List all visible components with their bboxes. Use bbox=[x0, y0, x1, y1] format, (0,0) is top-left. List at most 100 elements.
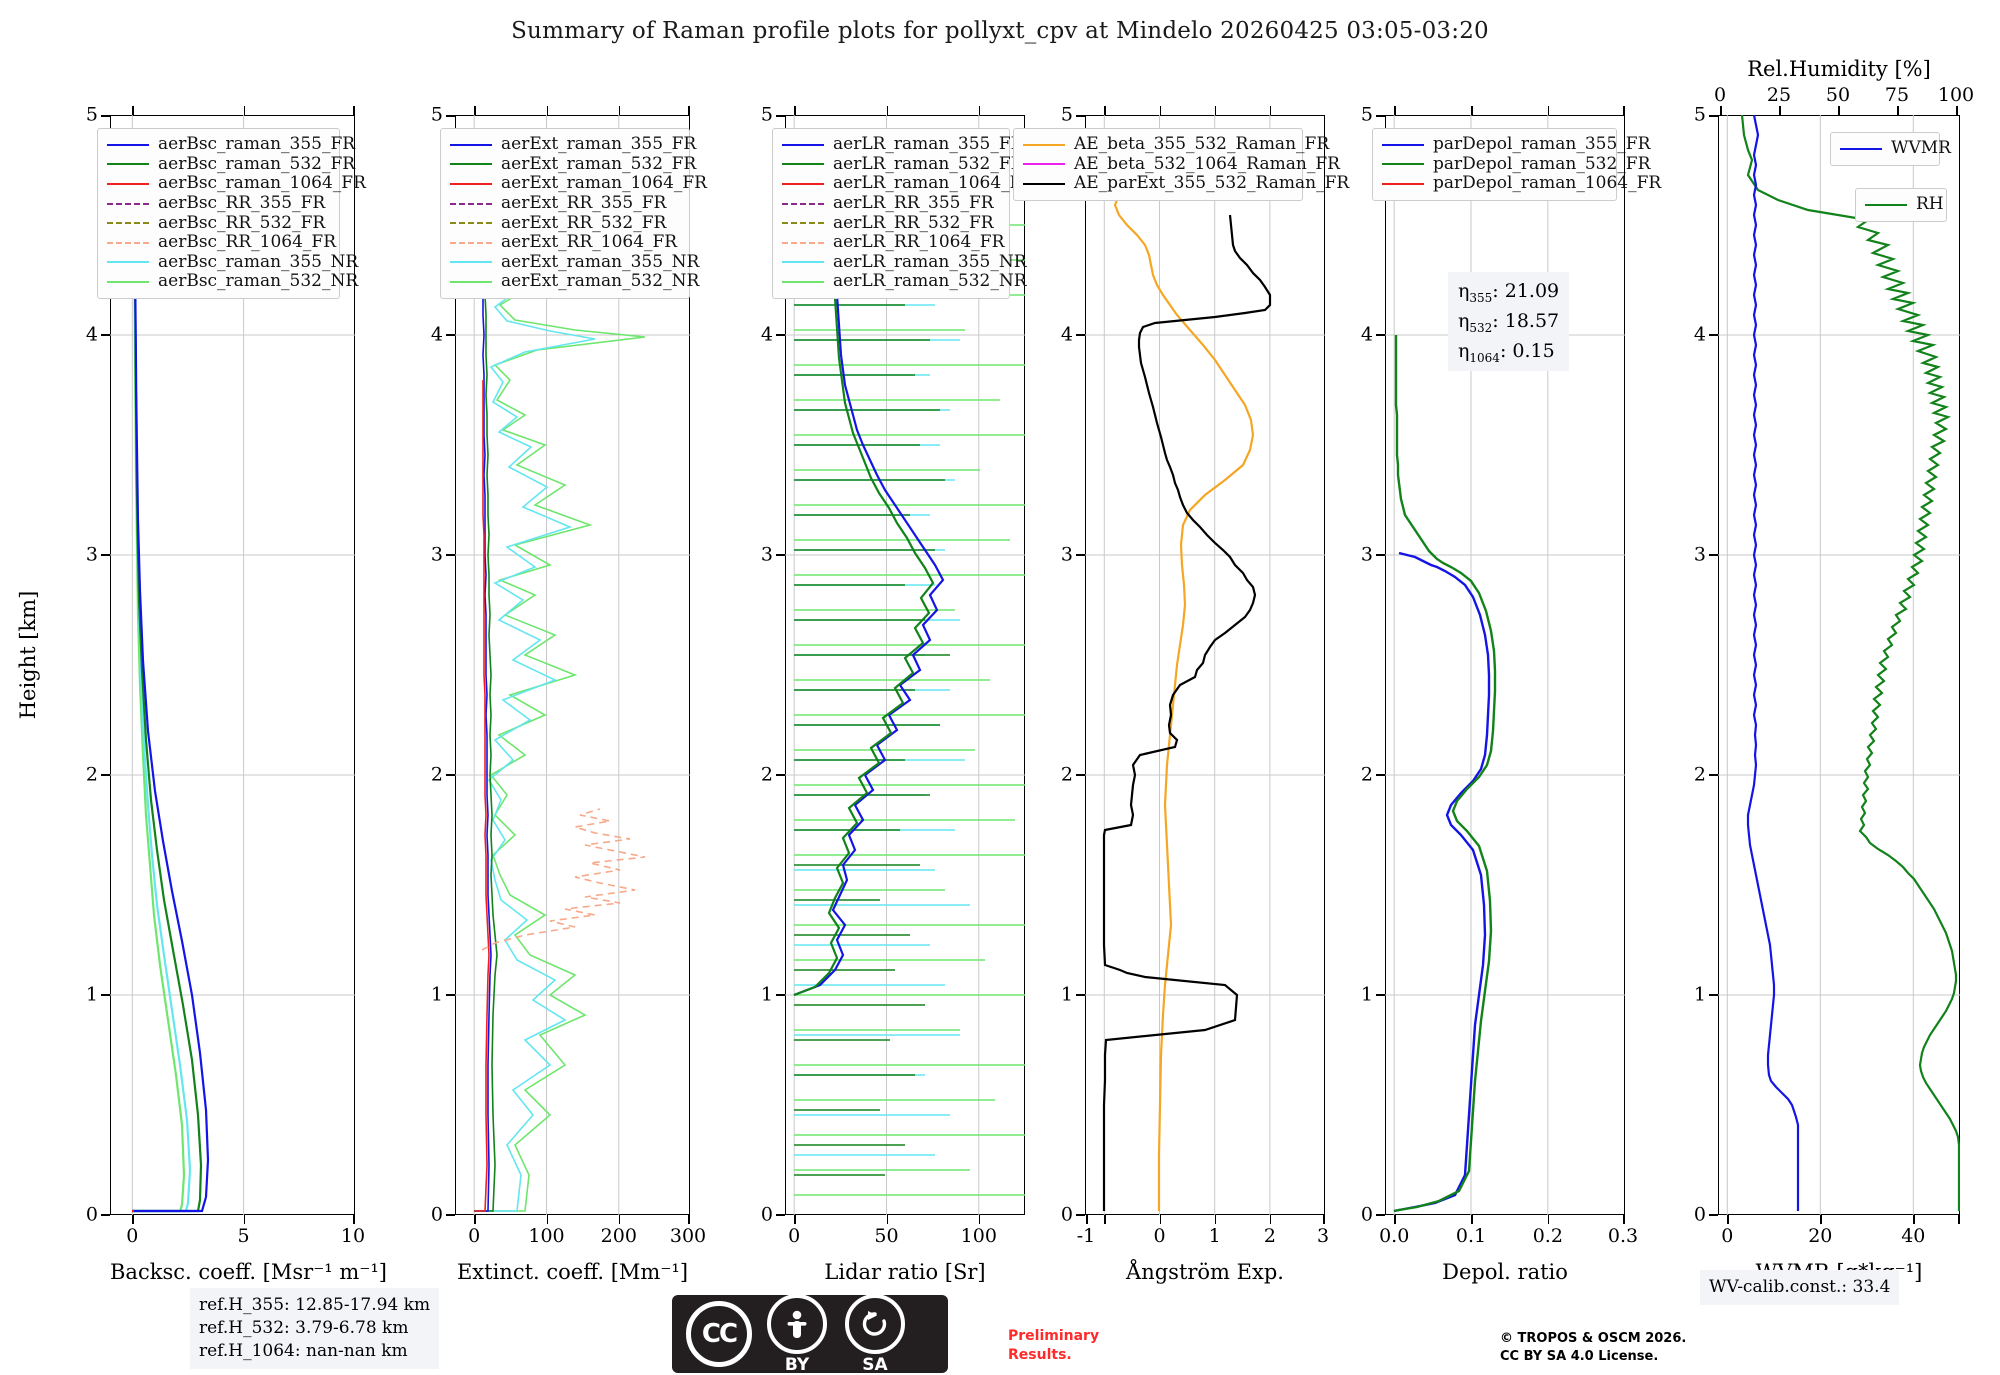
legend-item[interactable]: AE_parExt_355_532_Raman_FR bbox=[1021, 174, 1349, 194]
legend-item[interactable]: aerLR_raman_355_FR bbox=[780, 135, 1023, 155]
legend-item[interactable]: aerBsc_RR_355_FR bbox=[105, 194, 331, 214]
x-tick-label: 40 bbox=[1901, 1225, 1926, 1247]
legend-item[interactable]: aerBsc_raman_532_FR bbox=[105, 155, 355, 175]
legend-swatch bbox=[1380, 182, 1426, 185]
legend-rh[interactable]: RH bbox=[1855, 188, 1947, 222]
legend-angstrom[interactable]: AE_beta_355_532_Raman_FR AE_beta_532_1064… bbox=[1013, 128, 1349, 201]
legend-backscatter[interactable]: aerBsc_raman_355_FR aerBsc_raman_532_FR ae… bbox=[97, 128, 366, 299]
legend-item[interactable]: aerExt_RR_532_FR bbox=[448, 213, 681, 233]
legend-item[interactable]: aerExt_raman_532_NR bbox=[448, 272, 699, 292]
eta-1064-label: η1064: bbox=[1458, 339, 1507, 365]
legend-item[interactable]: WVMR bbox=[1838, 139, 1951, 159]
x-tick-label: 50 bbox=[874, 1225, 899, 1247]
legend-item[interactable]: aerBsc_RR_532_FR bbox=[105, 213, 331, 233]
eta-532-row: η532: 18.57 bbox=[1458, 307, 1559, 337]
legend-item[interactable]: aerLR_raman_532_NR bbox=[780, 272, 1027, 292]
legend-depol[interactable]: parDepol_raman_355_FR parDepol_raman_532_… bbox=[1372, 128, 1661, 201]
person-icon bbox=[767, 1293, 827, 1354]
legend-item[interactable]: aerBsc_raman_1064_FR bbox=[105, 174, 366, 194]
legend-wvmr[interactable]: WVMR bbox=[1830, 132, 1951, 166]
eta-532-label: η532: bbox=[1458, 309, 1499, 335]
legend-item[interactable]: parDepol_raman_1064_FR bbox=[1380, 174, 1661, 194]
legend-item[interactable]: aerBsc_RR_1064_FR bbox=[105, 233, 336, 253]
legend-line-icon bbox=[1382, 163, 1424, 166]
y-tick-1: 1 bbox=[430, 983, 443, 1006]
legend-swatch bbox=[1380, 163, 1426, 166]
y-tick-2: 2 bbox=[430, 763, 443, 786]
legend-item[interactable]: AE_beta_532_1064_Raman_FR bbox=[1021, 155, 1340, 175]
legend-label: AE_beta_355_532_Raman_FR bbox=[1074, 134, 1330, 155]
x-tick-label: 5 bbox=[237, 1225, 250, 1247]
legend-item[interactable]: AE_beta_355_532_Raman_FR bbox=[1021, 135, 1329, 155]
legend-swatch bbox=[780, 163, 826, 166]
legend-line-icon bbox=[782, 222, 824, 225]
legend-item[interactable]: aerExt_raman_532_FR bbox=[448, 155, 696, 175]
legend-lidar-ratio[interactable]: aerLR_raman_355_FR aerLR_raman_532_FR aerL… bbox=[772, 128, 1034, 299]
legend-label: WVMR bbox=[1891, 138, 1951, 159]
legend-item[interactable]: aerLR_raman_532_FR bbox=[780, 155, 1023, 175]
legend-item[interactable]: aerBsc_raman_355_FR bbox=[105, 135, 355, 155]
eta-1064-row: η1064: 0.15 bbox=[1458, 337, 1559, 367]
legend-label: AE_beta_532_1064_Raman_FR bbox=[1074, 153, 1340, 174]
legend-extinction[interactable]: aerExt_raman_355_FR aerExt_raman_532_FR ae… bbox=[440, 128, 707, 299]
legend-line-icon bbox=[107, 163, 149, 166]
x-tick-label: 0 bbox=[468, 1225, 481, 1247]
x-tick-label: 0 bbox=[126, 1225, 139, 1247]
legend-line-icon bbox=[107, 280, 149, 283]
y-tick-4: 4 bbox=[1693, 323, 1706, 346]
x-tick-label: -1 bbox=[1076, 1225, 1096, 1247]
legend-label: aerBsc_RR_1064_FR bbox=[158, 232, 337, 253]
legend-item[interactable]: RH bbox=[1863, 195, 1944, 215]
legend-item[interactable]: aerExt_raman_355_NR bbox=[448, 253, 699, 273]
legend-line-icon bbox=[782, 261, 824, 264]
legend-swatch bbox=[448, 163, 494, 166]
legend-label: aerLR_raman_532_NR bbox=[833, 271, 1027, 292]
legend-item[interactable]: parDepol_raman_532_FR bbox=[1380, 155, 1650, 175]
share-alike-glyph bbox=[862, 1310, 887, 1336]
legend-item[interactable]: aerLR_raman_1064_FR bbox=[780, 174, 1034, 194]
legend-swatch bbox=[105, 222, 151, 225]
x-axis-title: Extinct. coeff. [Mm⁻¹] bbox=[456, 1260, 689, 1284]
legend-item[interactable]: aerBsc_raman_355_NR bbox=[105, 253, 358, 273]
legend-item[interactable]: aerLR_raman_355_NR bbox=[780, 253, 1027, 273]
legend-swatch bbox=[780, 143, 826, 146]
legend-label: parDepol_raman_355_FR bbox=[1433, 134, 1651, 155]
legend-item[interactable]: aerLR_RR_1064_FR bbox=[780, 233, 1004, 253]
legend-item[interactable]: aerExt_raman_355_FR bbox=[448, 135, 696, 155]
legend-label: aerBsc_RR_532_FR bbox=[158, 212, 326, 233]
legend-swatch bbox=[780, 222, 826, 225]
legend-line-icon bbox=[450, 241, 492, 244]
plot-curves bbox=[455, 115, 690, 1215]
y-tick-2: 2 bbox=[85, 763, 98, 786]
cc-sa-block: SA bbox=[842, 1293, 908, 1375]
legend-swatch bbox=[105, 280, 151, 283]
y-tick-0: 0 bbox=[1060, 1203, 1073, 1226]
cc-icon: CC bbox=[686, 1301, 752, 1367]
legend-item[interactable]: aerBsc_raman_532_NR bbox=[105, 272, 358, 292]
legend-item[interactable]: aerExt_raman_1064_FR bbox=[448, 174, 707, 194]
legend-label: aerBsc_RR_355_FR bbox=[158, 193, 326, 214]
legend-swatch bbox=[1021, 182, 1067, 185]
legend-line-icon bbox=[1840, 147, 1882, 150]
creative-commons-logo: CC BY SA bbox=[672, 1293, 948, 1375]
legend-label: aerExt_raman_532_FR bbox=[501, 153, 697, 174]
legend-swatch bbox=[105, 182, 151, 185]
person-glyph bbox=[787, 1310, 807, 1338]
legend-item[interactable]: aerExt_RR_1064_FR bbox=[448, 233, 681, 253]
legend-swatch bbox=[105, 163, 151, 166]
legend-line-icon bbox=[450, 261, 492, 264]
x-axis-title: Backsc. coeff. [Msr⁻¹ m⁻¹] bbox=[110, 1260, 387, 1284]
legend-swatch bbox=[780, 280, 826, 283]
legend-item[interactable]: aerLR_RR_532_FR bbox=[780, 213, 1001, 233]
cc-by-label: BY bbox=[784, 1354, 810, 1375]
legend-swatch bbox=[1838, 147, 1884, 150]
legend-item[interactable]: aerLR_RR_355_FR bbox=[780, 194, 1001, 214]
legend-item[interactable]: aerExt_RR_355_FR bbox=[448, 194, 681, 214]
legend-line-icon bbox=[450, 182, 492, 185]
y-tick-3: 3 bbox=[1693, 543, 1706, 566]
plot-frame bbox=[1085, 115, 1325, 1215]
legend-label: aerLR_RR_532_FR bbox=[833, 212, 994, 233]
legend-swatch bbox=[448, 280, 494, 283]
legend-label: aerExt_RR_532_FR bbox=[501, 212, 667, 233]
legend-item[interactable]: parDepol_raman_355_FR bbox=[1380, 135, 1650, 155]
